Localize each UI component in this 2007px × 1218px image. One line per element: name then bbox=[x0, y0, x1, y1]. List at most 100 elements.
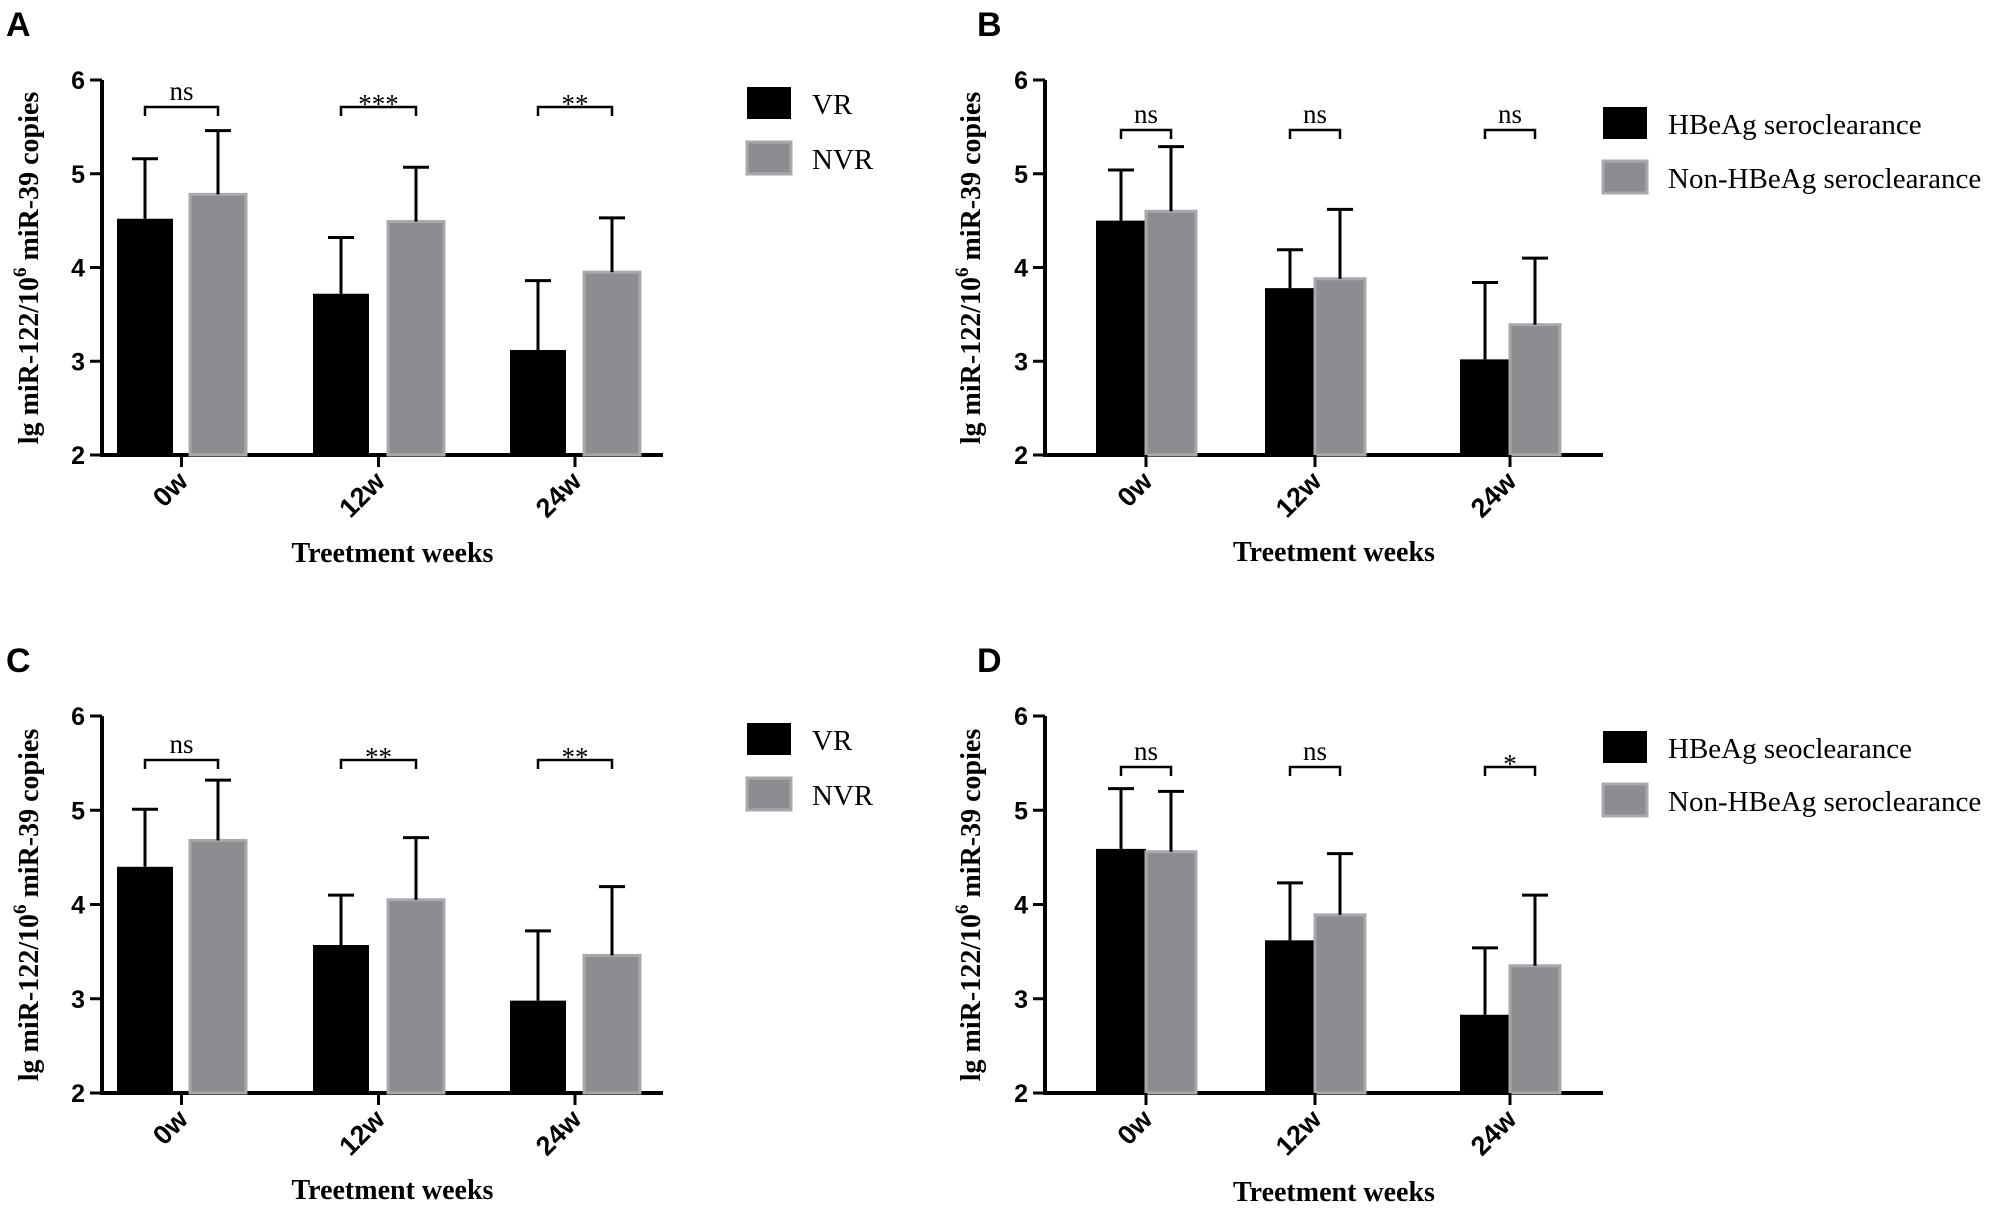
y-axis-title-sup: 6 bbox=[952, 268, 973, 278]
panel-letter: D bbox=[977, 642, 1002, 680]
y-tick-label: 5 bbox=[1014, 797, 1028, 825]
y-axis-title: lg miR-122/106 miR-39 copies bbox=[952, 729, 987, 1082]
x-tick-label: 12w bbox=[1270, 1103, 1328, 1161]
x-axis-title: Treetment weeks bbox=[1233, 1177, 1435, 1208]
bar-series1 bbox=[1460, 1014, 1510, 1093]
x-axis-title: Treetment weeks bbox=[1233, 537, 1435, 568]
bar-series1 bbox=[1096, 220, 1146, 455]
bar-series2 bbox=[188, 838, 248, 1095]
x-tick-label: 24w bbox=[530, 1103, 588, 1161]
significance-bracket bbox=[143, 758, 220, 769]
significance-bracket bbox=[143, 105, 220, 116]
bar-series2 bbox=[1144, 850, 1198, 1095]
significance-bracket bbox=[1119, 128, 1173, 139]
significance-label: ns bbox=[1134, 736, 1158, 766]
legend-swatch-series1 bbox=[747, 87, 791, 119]
legend-label: HBeAg seoclearance bbox=[1668, 733, 1912, 765]
x-axis-title: Treetment weeks bbox=[292, 1175, 494, 1206]
significance-bracket bbox=[1288, 765, 1342, 776]
bar-series1 bbox=[1265, 288, 1315, 455]
y-axis-title-sup: 6 bbox=[952, 905, 973, 915]
y-tick-label: 2 bbox=[1014, 442, 1028, 470]
significance-label: ** bbox=[365, 742, 392, 772]
legend-swatch-series1 bbox=[1603, 107, 1647, 139]
bar-series1 bbox=[1265, 940, 1315, 1093]
bar-series2 bbox=[386, 220, 446, 457]
x-tick-label: 12w bbox=[333, 1103, 391, 1161]
y-tick-label: 4 bbox=[1014, 892, 1028, 920]
x-tick-label: 12w bbox=[333, 465, 391, 523]
panel-letter: C bbox=[6, 642, 31, 680]
bar-series1 bbox=[313, 293, 369, 455]
bar-series2 bbox=[582, 270, 642, 457]
y-tick-label: 5 bbox=[71, 161, 85, 189]
x-tick-label: 0w bbox=[147, 465, 194, 512]
significance-bracket bbox=[1483, 765, 1537, 776]
significance-label: ns bbox=[1303, 99, 1327, 129]
bar-series2 bbox=[188, 192, 248, 457]
legend-label: NVR bbox=[812, 780, 874, 812]
y-tick-label: 4 bbox=[1014, 255, 1028, 283]
significance-bracket bbox=[1119, 765, 1173, 776]
y-axis-title-main: lg miR-122/10 bbox=[14, 277, 45, 444]
panel-letter: A bbox=[6, 6, 31, 44]
panel-d: D 2 3 4 5 6lg miR-122/106 miR-39 copies 0w ns 12… bbox=[952, 642, 1981, 1208]
significance-label: ns bbox=[1303, 736, 1327, 766]
significance-bracket bbox=[536, 105, 614, 116]
significance-label: ns bbox=[1134, 99, 1158, 129]
y-axis-title-tail: miR-39 copies bbox=[14, 729, 45, 905]
legend-swatch-series2 bbox=[745, 776, 793, 812]
legend-label: VR bbox=[812, 725, 853, 757]
x-tick-label: 24w bbox=[530, 465, 588, 523]
significance-bracket bbox=[1288, 128, 1342, 139]
y-tick-label: 6 bbox=[71, 703, 85, 731]
legend-swatch-series2 bbox=[745, 140, 793, 176]
bar-series1 bbox=[510, 1000, 566, 1093]
legend-label: NVR bbox=[812, 144, 874, 176]
significance-bracket bbox=[339, 105, 418, 116]
significance-label: ns bbox=[169, 76, 193, 106]
y-tick-label: 2 bbox=[1014, 1080, 1028, 1108]
y-axis-title-main: lg miR-122/10 bbox=[956, 914, 987, 1081]
bar-series1 bbox=[313, 945, 369, 1093]
bar-series2 bbox=[386, 898, 446, 1095]
significance-bracket bbox=[339, 758, 418, 769]
bar-series1 bbox=[1460, 359, 1510, 455]
legend-label: Non-HBeAg seroclearance bbox=[1668, 786, 1981, 818]
significance-label: *** bbox=[358, 89, 399, 119]
legend-label: Non-HBeAg seroclearance bbox=[1668, 163, 1981, 195]
legend-label: VR bbox=[812, 89, 853, 121]
bar-series2 bbox=[1313, 913, 1367, 1095]
bar-series1 bbox=[117, 866, 173, 1093]
y-axis-title-main: lg miR-122/10 bbox=[956, 277, 987, 444]
y-axis-title-sup: 6 bbox=[10, 268, 31, 278]
y-tick-label: 2 bbox=[71, 1080, 85, 1108]
legend-swatch-series2 bbox=[1601, 159, 1649, 195]
x-tick-label: 0w bbox=[1112, 1103, 1159, 1150]
x-tick-label: 24w bbox=[1465, 1103, 1523, 1161]
y-tick-label: 6 bbox=[1014, 67, 1028, 95]
legend-swatch-series1 bbox=[1603, 731, 1647, 763]
y-axis-title: lg miR-122/106 miR-39 copies bbox=[10, 92, 45, 445]
bar-series1 bbox=[1096, 848, 1146, 1093]
y-tick-label: 3 bbox=[1014, 986, 1028, 1014]
y-axis-title: lg miR-122/106 miR-39 copies bbox=[952, 92, 987, 445]
significance-label: ns bbox=[169, 729, 193, 759]
bar-series2 bbox=[1313, 277, 1367, 457]
x-tick-label: 24w bbox=[1465, 465, 1523, 523]
x-axis-title: Treetment weeks bbox=[292, 538, 494, 569]
y-axis-title: lg miR-122/106 miR-39 copies bbox=[10, 729, 45, 1082]
y-tick-label: 3 bbox=[1014, 348, 1028, 376]
y-tick-label: 4 bbox=[71, 892, 85, 920]
x-tick-label: 0w bbox=[147, 1103, 194, 1150]
significance-label: * bbox=[1503, 749, 1517, 779]
y-tick-label: 5 bbox=[1014, 161, 1028, 189]
legend-swatch-series2 bbox=[1601, 782, 1649, 818]
x-tick-label: 12w bbox=[1270, 465, 1328, 523]
significance-bracket bbox=[1483, 128, 1537, 139]
y-axis-title-tail: miR-39 copies bbox=[14, 92, 45, 268]
y-axis-title-sup: 6 bbox=[10, 905, 31, 915]
